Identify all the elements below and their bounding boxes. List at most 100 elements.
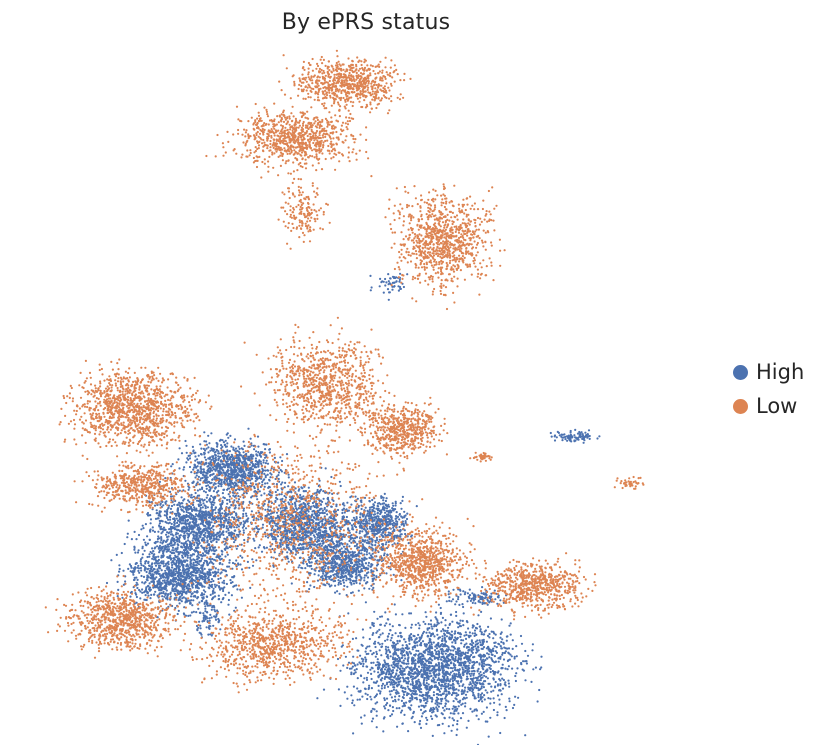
scatter-point <box>227 591 230 594</box>
scatter-point <box>392 573 395 576</box>
scatter-point <box>257 518 260 521</box>
scatter-point <box>266 469 269 472</box>
scatter-point <box>129 595 132 598</box>
scatter-point <box>336 536 339 539</box>
scatter-point <box>196 585 199 588</box>
scatter-point <box>144 560 147 563</box>
scatter-point <box>169 525 173 529</box>
scatter-point <box>194 574 197 577</box>
scatter-point <box>135 601 138 604</box>
scatter-point <box>314 557 317 560</box>
scatter-point <box>240 461 243 464</box>
scatter-point <box>351 519 354 522</box>
scatter-point <box>323 506 326 510</box>
scatter-point <box>180 593 184 596</box>
scatter-point <box>174 514 178 517</box>
scatter-point <box>217 594 220 597</box>
scatter-point <box>154 542 157 545</box>
scatter-point <box>344 571 347 574</box>
scatter-point <box>177 609 180 613</box>
scatter-point <box>230 486 233 489</box>
scatter-point <box>199 470 202 473</box>
scatter-point <box>349 558 352 561</box>
scatter-point <box>223 547 226 551</box>
scatter-point <box>162 562 165 565</box>
scatter-point <box>262 469 265 472</box>
scatter-point <box>341 579 345 582</box>
scatter-point <box>226 457 229 461</box>
scatter-point <box>357 504 360 508</box>
scatter-point <box>183 613 186 616</box>
scatter-point <box>310 552 313 555</box>
scatter-point <box>210 494 213 498</box>
scatter-point <box>212 518 215 521</box>
scatter-point <box>341 511 344 515</box>
scatter-point <box>353 545 356 548</box>
scatter-point <box>195 547 198 550</box>
scatter-point <box>174 580 178 583</box>
scatter-point <box>275 511 279 514</box>
scatter-point <box>196 514 199 517</box>
scatter-point <box>215 533 218 536</box>
scatter-point <box>212 449 215 452</box>
scatter-point <box>155 572 158 575</box>
scatter-point <box>311 510 314 513</box>
scatter-point <box>334 591 337 594</box>
scatter-point <box>320 544 323 547</box>
scatter-point <box>248 463 251 466</box>
scatter-point <box>240 481 243 485</box>
scatter-point <box>222 488 225 491</box>
scatter-point <box>228 534 231 537</box>
scatter-point <box>105 581 109 585</box>
scatter-point <box>340 547 343 550</box>
scatter-point <box>171 583 174 586</box>
scatter-point <box>210 540 213 544</box>
scatter-point <box>196 489 199 492</box>
scatter-point <box>133 545 136 548</box>
scatter-point <box>207 533 211 536</box>
scatter-point <box>174 578 177 581</box>
scatter-point <box>216 465 219 468</box>
scatter-point <box>255 450 258 453</box>
scatter-point <box>210 521 213 524</box>
scatter-point <box>147 594 150 597</box>
scatter-point <box>265 443 268 446</box>
scatter-point <box>214 546 217 549</box>
scatter-point <box>205 599 208 602</box>
scatter-point <box>214 454 217 457</box>
scatter-point <box>338 592 341 595</box>
scatter-point <box>325 509 328 513</box>
scatter-point <box>151 547 154 550</box>
scatter-point <box>156 582 159 585</box>
scatter-point <box>300 496 303 499</box>
scatter-point <box>318 526 321 529</box>
scatter-point <box>227 565 231 568</box>
scatter-point <box>221 512 224 515</box>
scatter-point <box>339 542 342 545</box>
scatter-point <box>231 561 235 565</box>
scatter-point <box>217 538 220 541</box>
scatter-point <box>173 523 176 527</box>
scatter-point <box>296 547 299 550</box>
scatter-point <box>264 462 267 465</box>
scatter-point <box>228 457 231 460</box>
scatter-point <box>163 579 166 582</box>
scatter-point <box>199 514 202 517</box>
scatter-point <box>299 493 302 497</box>
scatter-point <box>334 544 337 547</box>
scatter-point <box>218 530 221 533</box>
scatter-point <box>295 500 298 503</box>
scatter-point <box>194 476 197 479</box>
scatter-point <box>117 588 120 592</box>
scatter-point <box>219 455 222 458</box>
scatter-point <box>360 577 363 580</box>
scatter-point <box>291 503 294 506</box>
scatter-point <box>230 445 233 448</box>
scatter-point <box>210 503 213 506</box>
scatter-point <box>162 586 165 589</box>
scatter-point <box>148 501 151 504</box>
scatter-point <box>225 582 228 586</box>
scatter-point <box>222 533 225 537</box>
scatter-point <box>230 464 233 467</box>
scatter-point <box>224 460 227 463</box>
